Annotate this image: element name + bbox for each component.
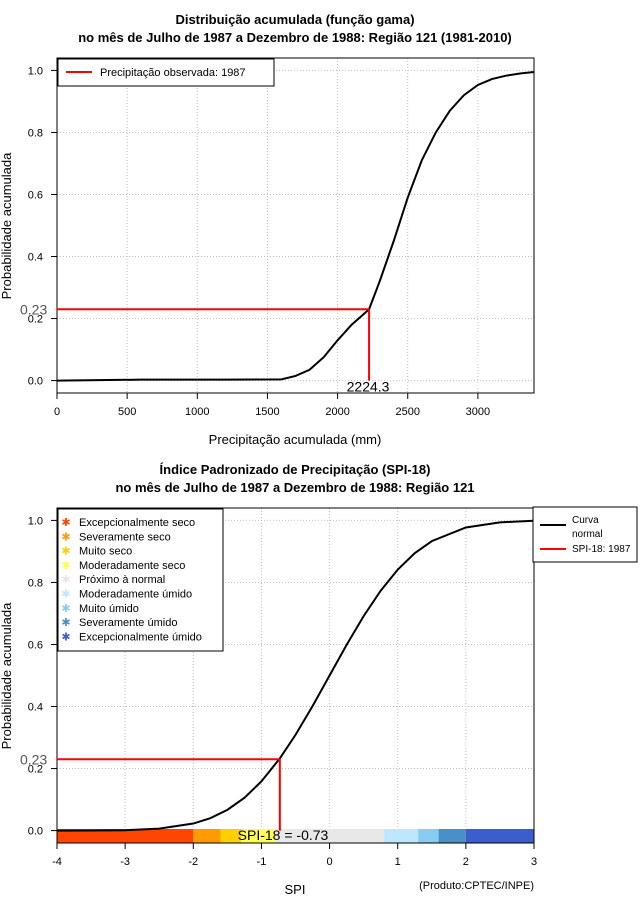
- y-tick-label: 0.4: [28, 702, 43, 714]
- chart-1-gamma-curve: [56, 70, 535, 382]
- chart-1-x-axis-label: Precipitação acumulada (mm): [209, 432, 382, 447]
- category-bar-segment: [418, 829, 439, 843]
- chart-2-line-legend: Curva normal SPI-18: 1987: [532, 506, 638, 563]
- category-bar-segment: [438, 829, 466, 843]
- chart-2-observed-probability-label: 0.23: [20, 751, 47, 767]
- category-legend-label: Moderadamente úmido: [79, 589, 192, 601]
- category-bar-segment: [465, 829, 534, 843]
- chart-1: Distribuição acumulada (função gama) no …: [0, 12, 535, 447]
- chart-2-legend-curve-label-2: normal: [572, 529, 603, 540]
- x-tick-label: -4: [52, 856, 62, 868]
- chart-2-y-axis-label: Probabilidade acumulada: [0, 602, 14, 749]
- chart-2-plot-frame: [56, 507, 535, 844]
- category-legend-label: Moderadamente seco: [79, 560, 185, 572]
- chart-2-normal-curve: [56, 519, 535, 832]
- y-tick-label: 0.0: [28, 376, 43, 388]
- chart-1-legend-box: [57, 58, 275, 87]
- y-tick-label: 0.6: [28, 639, 43, 651]
- category-legend-marker-icon: ✱: [61, 631, 70, 643]
- y-tick-label: 0.8: [28, 577, 43, 589]
- chart-2-category-legend: ✱ Excepcionalmente seco ✱ Severamente seco ✱…: [57, 508, 224, 652]
- category-legend-label: Severamente úmido: [79, 617, 177, 629]
- chart-2-spi-value-label: SPI-18 = -0.73: [238, 827, 329, 843]
- category-legend-marker-icon: ✱: [61, 531, 70, 543]
- category-legend-marker-icon: ✱: [61, 617, 70, 629]
- x-tick-label: 1000: [185, 406, 209, 418]
- category-legend-marker-icon: ✱: [61, 560, 70, 572]
- chart-2-ticks: -4 -3 -2 -1 0 1 2 3 0.0 0.2 0.4 0.6 0.8 1.0: [28, 515, 537, 868]
- chart-1-observed-probability-label: 0.23: [20, 301, 47, 317]
- chart-1-legend-observed-label: Precipitação observada: 1987: [100, 67, 246, 79]
- chart-1-legend: Precipitação observada: 1987: [57, 58, 275, 87]
- x-tick-label: -2: [188, 856, 198, 868]
- x-tick-label: 2000: [325, 406, 349, 418]
- category-bar-segment: [275, 829, 385, 843]
- chart-2-title: Índice Padronizado de Precipitação (SPI-…: [160, 462, 431, 477]
- category-legend-label: Severamente seco: [79, 531, 171, 543]
- chart-2-legend-curve-label-1: Curva: [572, 515, 599, 526]
- chart-1-subtitle: no mês de Julho de 1987 a Dezembro de 19…: [78, 30, 512, 45]
- x-tick-label: 2: [463, 856, 469, 868]
- chart-1-y-axis-label: Probabilidade acumulada: [0, 152, 14, 299]
- y-tick-label: 0.0: [28, 826, 43, 838]
- category-legend-marker-icon: ✱: [61, 574, 70, 586]
- x-tick-label: 1: [395, 856, 401, 868]
- category-legend-marker-icon: ✱: [61, 517, 70, 529]
- category-legend-label: Excepcionalmente úmido: [79, 631, 202, 643]
- category-legend-label: Próximo à normal: [79, 574, 165, 586]
- chart-2-category-legend-box: [57, 508, 224, 652]
- x-tick-label: 2500: [395, 406, 419, 418]
- category-legend-label: Muito seco: [79, 546, 132, 558]
- chart-2-x-axis-label: SPI: [285, 882, 306, 897]
- x-tick-label: 3: [531, 856, 537, 868]
- chart-2-category-bar: [57, 829, 534, 843]
- y-tick-label: 0.4: [28, 252, 43, 264]
- category-bar-segment: [240, 829, 276, 843]
- y-tick-label: 0.2: [28, 764, 43, 776]
- category-bar-segment: [220, 829, 241, 843]
- chart-2-footnote: (Produto:CPTEC/INPE): [419, 880, 534, 892]
- chart-1-ticks: 0 500 1000 1500 2000 2500 3000 0.0 0.2 0.4 0.6 0.8 1…: [28, 65, 490, 418]
- chart-1-grid: [56, 58, 534, 393]
- x-tick-label: -1: [257, 856, 267, 868]
- category-bar-segment: [384, 829, 419, 843]
- y-tick-label: 0.8: [28, 127, 43, 139]
- chart-2-legend-spi-label: SPI-18: 1987: [572, 544, 631, 555]
- category-legend-marker-icon: ✱: [61, 589, 70, 601]
- chart-2: Índice Padronizado de Precipitação (SPI-…: [0, 462, 638, 897]
- x-tick-label: 500: [118, 406, 136, 418]
- category-legend-marker-icon: ✱: [61, 603, 70, 615]
- x-tick-label: 3000: [466, 406, 490, 418]
- category-legend-marker-icon: ✱: [61, 546, 70, 558]
- y-tick-label: 0.2: [28, 314, 43, 326]
- y-tick-label: 1.0: [28, 515, 43, 527]
- category-legend-label: Excepcionalmente seco: [79, 517, 195, 529]
- x-tick-label: -3: [120, 856, 130, 868]
- y-tick-label: 0.6: [28, 189, 43, 201]
- category-bar-segment: [57, 829, 194, 843]
- category-bar-segment: [193, 829, 221, 843]
- chart-2-subtitle: no mês de Julho de 1987 a Dezembro de 19…: [115, 480, 474, 495]
- x-tick-label: 0: [54, 406, 60, 418]
- y-tick-label: 1.0: [28, 65, 43, 77]
- x-tick-label: 1500: [255, 406, 279, 418]
- x-tick-label: 0: [327, 856, 333, 868]
- chart-1-observed-precipitation-label: 2224.3: [347, 379, 390, 395]
- category-legend-label: Muito úmido: [79, 603, 139, 615]
- chart-1-plot-frame: [56, 57, 535, 394]
- chart-1-title: Distribuição acumulada (função gama): [175, 12, 414, 27]
- chart-2-line-legend-box: [532, 506, 638, 563]
